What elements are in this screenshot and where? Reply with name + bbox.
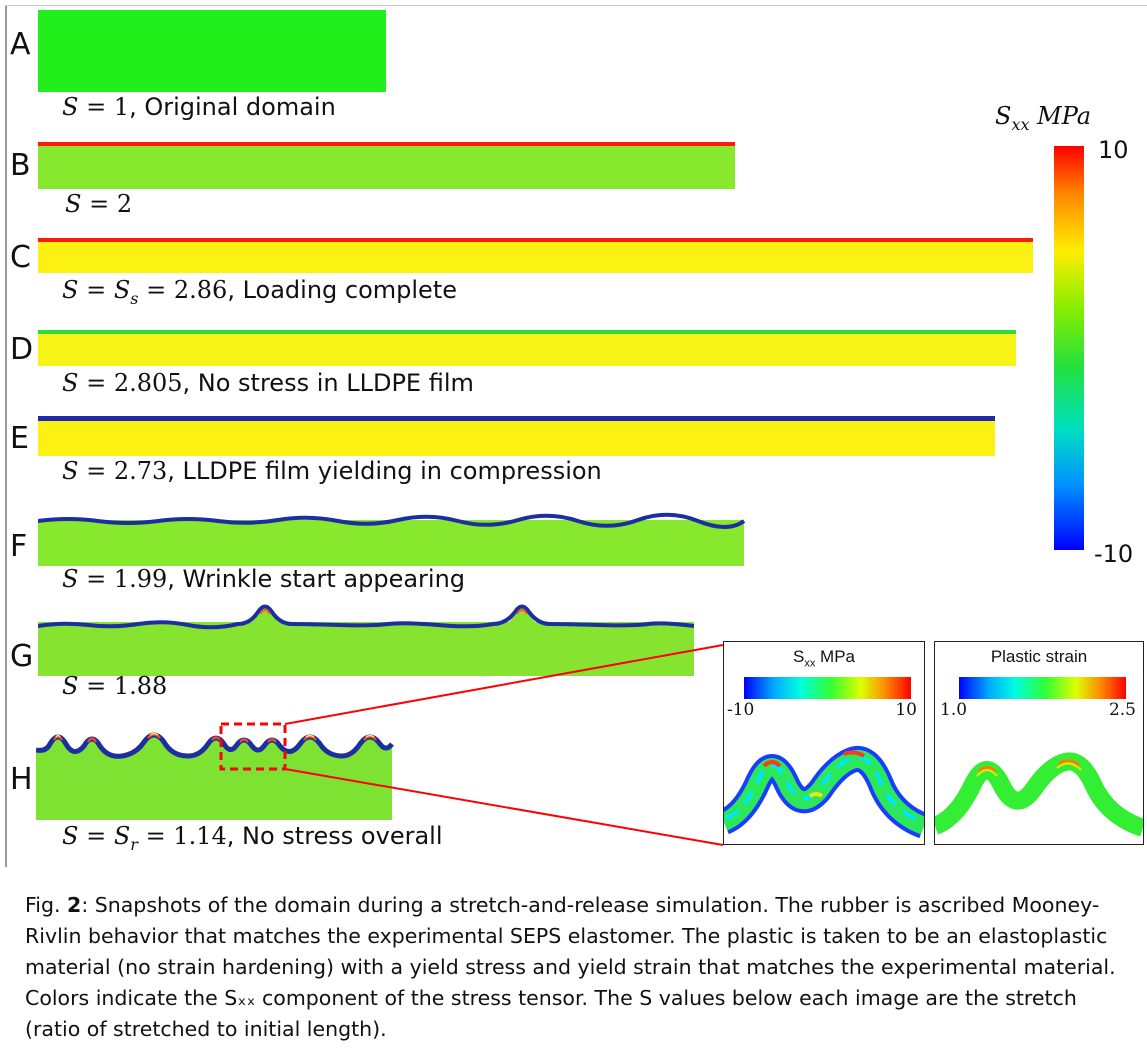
- inset-stress-min-label: -10: [727, 700, 755, 720]
- domain-d-body: [38, 330, 1016, 366]
- caption-fig-number: 2: [67, 893, 82, 917]
- inset-stress-fold-valley: [808, 792, 824, 798]
- panel-a-label: S = 1, Original domain: [62, 93, 336, 121]
- domain-g: [38, 604, 695, 676]
- inset-plastic-fold-peak: [977, 759, 1081, 774]
- inset-plastic-strain-title: Plastic strain: [990, 647, 1088, 666]
- domain-h-fold-highlight: [53, 733, 377, 743]
- inset-stress-colorbar: [744, 677, 911, 699]
- panel-letter-d: D: [10, 332, 34, 367]
- colorbar-min-label: -10: [1094, 540, 1134, 568]
- panel-e-label: S = 2.73, LLDPE film yielding in compres…: [62, 457, 602, 485]
- domain-f: [38, 512, 746, 566]
- zoom-callout-box: [219, 722, 287, 771]
- zoom-callout-line-top: [284, 644, 724, 725]
- frame-top-border: [5, 5, 1147, 6]
- inset-plastic-fold-highlight: [976, 762, 1082, 777]
- panel-letter-e: E: [10, 421, 29, 456]
- panel-d-label: S = 2.805, No stress in LLDPE film: [62, 369, 474, 397]
- domain-e-body: [38, 418, 995, 456]
- domain-h-fold-light: [55, 732, 375, 738]
- domain-d-film: [38, 330, 1016, 334]
- inset-plastic-strain-max-label: 2.5: [1108, 700, 1136, 720]
- colorbar-max-label: 10: [1098, 136, 1129, 164]
- panel-letter-g: G: [10, 639, 34, 674]
- inset-stress: Sxx MPa -10 10: [723, 641, 925, 845]
- panel-g-label: S = 1.88: [62, 672, 168, 700]
- domain-c-film: [38, 238, 1033, 242]
- figure-caption: Fig. 2: Snapshots of the domain during a…: [25, 890, 1125, 1045]
- domain-a-body: [38, 10, 386, 92]
- figure: A S = 1, Original domain B S = 2 C S = S…: [5, 5, 1147, 867]
- inset-plastic-strain-image: [935, 752, 1143, 837]
- inset-stress-title: Sxx MPa: [792, 647, 856, 670]
- caption-text: : Snapshots of the domain during a stret…: [25, 893, 1116, 1041]
- panel-letter-c: C: [10, 240, 31, 275]
- domain-e-film: [38, 416, 995, 421]
- frame-left-border: [5, 5, 7, 867]
- colorbar-title: Sxx MPa: [995, 102, 1092, 134]
- domain-g-body: [38, 622, 694, 676]
- domain-f-body: [38, 520, 744, 566]
- panel-letter-f: F: [10, 529, 28, 564]
- domain-g-wrinkle-highlight: [259, 609, 528, 615]
- domain-c-body: [38, 238, 1033, 273]
- inset-plastic-strain: Plastic strain 1.0 2.5: [934, 641, 1144, 845]
- domain-g-wrinkle-fill: [246, 606, 541, 624]
- domain-h: [36, 732, 394, 820]
- domain-b-film: [38, 142, 735, 146]
- inset-stress-max-label: 10: [895, 700, 917, 720]
- inset-stress-fold-inner: [725, 755, 924, 824]
- inset-stress-fold-peak: [762, 750, 866, 768]
- panel-b-label: S = 2: [65, 190, 133, 218]
- inset-stress-image: [724, 746, 924, 839]
- panel-letter-h: H: [10, 762, 33, 797]
- zoom-callout: [219, 644, 724, 846]
- panel-f-label: S = 1.99, Wrinkle start appearing: [62, 565, 466, 593]
- domain-b-body: [38, 142, 735, 189]
- zoom-callout-line-bottom: [284, 768, 724, 846]
- inset-plastic-strain-min-label: 1.0: [940, 700, 968, 720]
- domain-g-film: [38, 604, 695, 630]
- inset-plastic-strain-colorbar: [959, 677, 1126, 699]
- inset-plastic-fold-band: [935, 752, 1143, 837]
- panel-letter-b: B: [10, 148, 31, 183]
- panel-c-label: S = Ss = 2.86, Loading complete: [62, 276, 457, 308]
- panel-letter-a: A: [10, 27, 31, 62]
- colorbar-gradient: [1054, 146, 1084, 550]
- domain-f-film: [38, 512, 746, 529]
- caption-fig-label: Fig.: [25, 893, 68, 917]
- panel-h-label: S = Sr = 1.14, No stress overall: [62, 822, 443, 854]
